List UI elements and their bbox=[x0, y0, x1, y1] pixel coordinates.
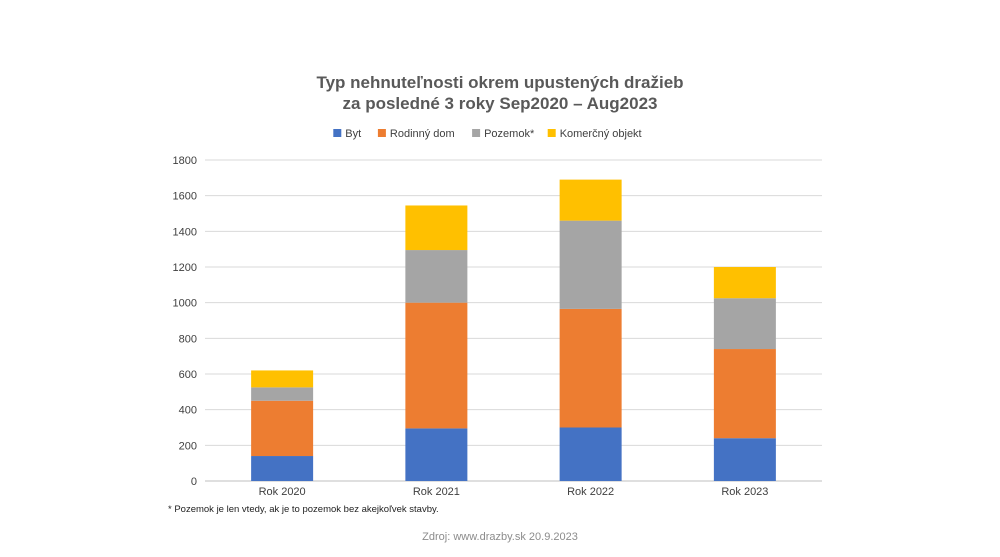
y-tick-label: 200 bbox=[179, 440, 197, 452]
chart-title-line-2: za posledné 3 roky Sep2020 – Aug2023 bbox=[343, 94, 658, 113]
bar-segment bbox=[713, 349, 776, 439]
y-tick-label: 1600 bbox=[173, 191, 197, 203]
y-axis: 0 200 400 600 800 1000 1200 1400 1600 1800 bbox=[173, 155, 197, 488]
y-tick-label: 1200 bbox=[173, 262, 197, 274]
legend: Byt Rodinný dom Pozemok* Komerčný objekt bbox=[333, 128, 642, 140]
y-tick-label: 1400 bbox=[173, 226, 197, 238]
bar-segment bbox=[713, 438, 776, 481]
legend-label: Komerčný objekt bbox=[560, 128, 642, 140]
y-tick-label: 400 bbox=[179, 405, 197, 417]
bar-segment bbox=[405, 250, 468, 303]
legend-swatch bbox=[547, 129, 556, 137]
chart-title-line-1: Typ nehnuteľnosti okrem upustených draži… bbox=[316, 73, 683, 92]
bar-segment bbox=[251, 456, 314, 481]
bar-segment bbox=[713, 298, 776, 350]
source-note: Zdroj: www.drazby.sk 20.9.2023 bbox=[422, 531, 578, 543]
x-tick-label: Rok 2022 bbox=[567, 486, 614, 498]
legend-label: Byt bbox=[345, 128, 361, 140]
footnote: * Pozemok je len vtedy, ak je to pozemok… bbox=[168, 504, 439, 515]
bar-segment bbox=[405, 428, 468, 481]
x-tick-label: Rok 2020 bbox=[259, 486, 306, 498]
bar-segment bbox=[559, 427, 622, 481]
bar-segment bbox=[405, 205, 468, 251]
legend-label: Rodinný dom bbox=[390, 128, 455, 140]
bars bbox=[251, 179, 776, 481]
x-axis: Rok 2020 Rok 2021 Rok 2022 Rok 2023 bbox=[259, 486, 769, 498]
bar-segment bbox=[405, 302, 468, 429]
y-tick-label: 1000 bbox=[173, 298, 197, 310]
legend-swatch bbox=[472, 129, 481, 137]
bar-segment bbox=[713, 267, 776, 299]
y-tick-label: 600 bbox=[179, 369, 197, 381]
bar-segment bbox=[251, 370, 314, 388]
y-tick-label: 1800 bbox=[173, 155, 197, 167]
bar-segment bbox=[251, 400, 314, 457]
bar-segment bbox=[559, 179, 622, 221]
bar-segment bbox=[251, 387, 314, 401]
x-tick-label: Rok 2023 bbox=[721, 486, 768, 498]
x-tick-label: Rok 2021 bbox=[413, 486, 460, 498]
legend-label: Pozemok* bbox=[484, 128, 535, 140]
bar-segment bbox=[559, 308, 622, 428]
legend-swatch bbox=[377, 129, 386, 137]
y-tick-label: 0 bbox=[191, 476, 197, 488]
y-tick-label: 800 bbox=[179, 333, 197, 345]
legend-swatch bbox=[333, 129, 342, 137]
bar-segment bbox=[559, 220, 622, 309]
